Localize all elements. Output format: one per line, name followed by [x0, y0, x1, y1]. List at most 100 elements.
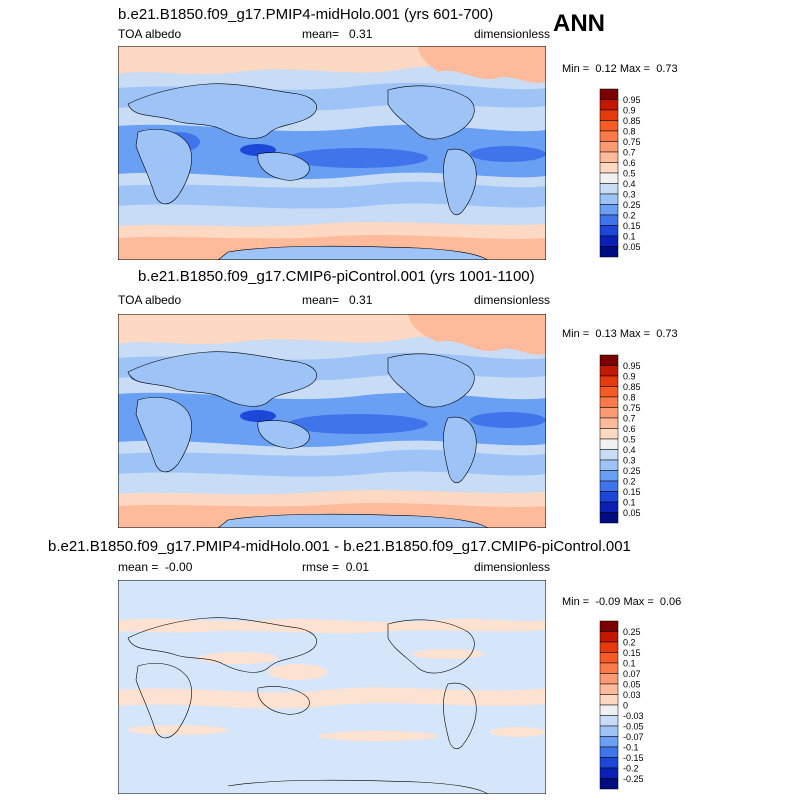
colorbar-swatch — [599, 172, 619, 184]
colorbar-tick-label: 0.1 — [623, 232, 636, 242]
panel-3-colorbar: 0.250.20.150.10.070.050.030-0.03-0.05-0.… — [599, 620, 644, 790]
colorbar-swatch — [599, 99, 619, 111]
colorbar-swatch — [599, 673, 619, 685]
colorbar-swatch — [599, 88, 619, 100]
colorbar-swatch — [599, 214, 619, 226]
panel-1-map — [118, 46, 546, 260]
colorbar-swatch — [599, 417, 619, 429]
panel-2-min-label: Min = — [562, 328, 590, 340]
panel-1-variable-label: TOA albedo — [118, 27, 182, 41]
colorbar-tick-label: 0.03 — [623, 690, 641, 700]
panel-3-max-value: 0.06 — [659, 596, 682, 608]
colorbar-swatch — [599, 459, 619, 471]
colorbar-swatch — [599, 512, 619, 524]
colorbar-tick-label: -0.15 — [623, 753, 644, 763]
colorbar-tick-label: 0.6 — [623, 424, 636, 434]
colorbar-tick-label: 0.4 — [623, 445, 636, 455]
colorbar-tick-label: 0.7 — [623, 414, 636, 424]
colorbar-tick-label: -0.2 — [623, 764, 639, 774]
colorbar-swatch — [599, 183, 619, 195]
colorbar-tick-label: 0.2 — [623, 211, 636, 221]
panel-3-min-value: -0.09 — [595, 596, 621, 608]
colorbar-swatch — [599, 246, 619, 258]
colorbar-tick-label: 0.05 — [623, 242, 641, 252]
colorbar-swatch — [599, 365, 619, 377]
panel-3-minmax: Min = -0.09 Max = 0.06 — [562, 596, 681, 608]
colorbar-tick-label: 0.3 — [623, 190, 636, 200]
colorbar-swatch — [599, 491, 619, 503]
colorbar-tick-label: -0.07 — [623, 732, 644, 742]
colorbar-swatch — [599, 662, 619, 674]
panel-1-units: dimensionless — [474, 27, 551, 41]
panel-2-mean-value: 0.31 — [349, 293, 373, 307]
panel-2-variable-label: TOA albedo — [118, 293, 182, 307]
panel-3-title: b.e21.B1850.f09_g17.PMIP4-midHolo.001 - … — [48, 538, 631, 555]
colorbar-tick-label: 0.25 — [623, 466, 641, 476]
colorbar-swatch — [599, 141, 619, 153]
colorbar-tick-label: 0.95 — [623, 361, 641, 371]
colorbar-swatch — [599, 631, 619, 643]
colorbar-tick-label: 0.5 — [623, 435, 636, 445]
season-label: ANN — [553, 10, 605, 37]
colorbar-tick-label: 0.1 — [623, 659, 636, 669]
panel-3-mean-label: mean = — [118, 560, 159, 574]
colorbar-swatch — [599, 470, 619, 482]
panel-2-mean: mean= 0.31 — [302, 293, 372, 307]
panel-1-mean-value: 0.31 — [349, 27, 373, 41]
panel-2-colorbar: 0.950.90.850.80.750.70.60.50.40.30.250.2… — [599, 354, 641, 524]
colorbar-tick-label: 0.3 — [623, 456, 636, 466]
colorbar-tick-label: 0.2 — [623, 477, 636, 487]
colorbar-tick-label: 0.7 — [623, 148, 636, 158]
colorbar-tick-label: -0.1 — [623, 743, 639, 753]
panel-3-units: dimensionless — [474, 560, 551, 574]
panel-1-minmax: Min = 0.12 Max = 0.73 — [562, 63, 678, 75]
panel-3-mean-value: -0.00 — [165, 560, 193, 574]
colorbar-tick-label: 0.75 — [623, 137, 641, 147]
colorbar-swatch — [599, 120, 619, 132]
colorbar-swatch — [599, 151, 619, 163]
colorbar-tick-label: 0.8 — [623, 127, 636, 137]
colorbar-tick-label: 0.2 — [623, 638, 636, 648]
colorbar-swatch — [599, 354, 619, 366]
panel-3-rmse-value: 0.01 — [345, 560, 370, 574]
panel-3-max-label: Max = — [623, 596, 654, 608]
colorbar-swatch — [599, 204, 619, 216]
colorbar-swatch — [599, 396, 619, 408]
colorbar-swatch — [599, 449, 619, 461]
colorbar-tick-label: 0.15 — [623, 221, 641, 231]
colorbar-swatch — [599, 109, 619, 121]
panel-3-mean: mean = -0.00 — [118, 560, 192, 574]
colorbar-tick-label: 0.1 — [623, 498, 636, 508]
colorbar-tick-label: 0.5 — [623, 169, 636, 179]
colorbar-tick-label: 0 — [623, 701, 628, 711]
colorbar-swatch — [599, 767, 619, 779]
colorbar-swatch — [599, 162, 619, 174]
panel-1-mean-label: mean= — [302, 27, 340, 41]
colorbar-swatch — [599, 375, 619, 387]
colorbar-tick-label: 0.85 — [623, 382, 641, 392]
colorbar-tick-label: 0.6 — [623, 158, 636, 168]
colorbar-swatch — [599, 235, 619, 247]
panel-1-title: b.e21.B1850.f09_g17.PMIP4-midHolo.001 (y… — [118, 6, 494, 23]
colorbar-tick-label: 0.95 — [623, 95, 641, 105]
panel-1-max-label: Max = — [619, 63, 651, 75]
colorbar-swatch — [599, 501, 619, 513]
colorbar-swatch — [599, 746, 619, 758]
colorbar-tick-label: 0.05 — [623, 680, 641, 690]
colorbar-swatch — [599, 386, 619, 398]
colorbar-swatch — [599, 130, 619, 142]
panel-1-mean: mean= 0.31 — [302, 27, 372, 41]
panel-2-title: b.e21.B1850.f09_g17.CMIP6-piControl.001 … — [138, 268, 535, 285]
panel-3-rmse-label: rmse = — [302, 560, 340, 574]
colorbar-swatch — [599, 757, 619, 769]
colorbar-tick-label: 0.9 — [623, 106, 636, 116]
colorbar-swatch — [599, 480, 619, 492]
colorbar-tick-label: 0.05 — [623, 508, 641, 518]
colorbar-swatch — [599, 715, 619, 727]
panel-2-mean-label: mean= — [302, 293, 340, 307]
panel-3-min-label: Min = — [562, 596, 590, 608]
colorbar-tick-label: 0.25 — [623, 627, 641, 637]
panel-2-units: dimensionless — [474, 293, 551, 307]
panel-3-map — [118, 580, 546, 794]
colorbar-swatch — [599, 694, 619, 706]
